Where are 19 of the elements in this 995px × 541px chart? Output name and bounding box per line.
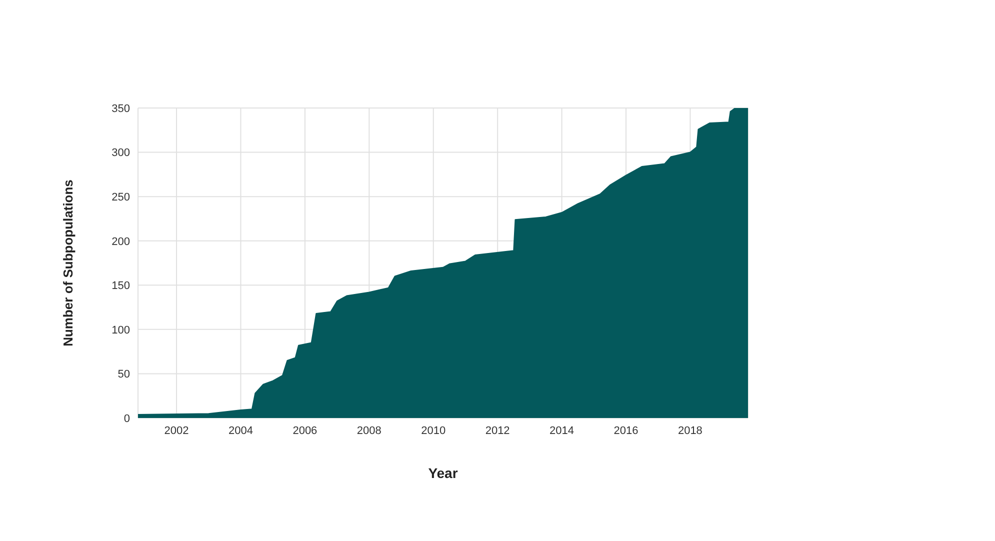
y-tick-label: 50	[118, 368, 130, 381]
y-tick-label: 350	[112, 102, 130, 115]
y-axis-title: Number of Subpopulations	[60, 180, 76, 346]
x-tick-label: 2006	[292, 424, 318, 437]
y-tick-label: 0	[124, 412, 130, 425]
y-tick-label: 200	[112, 236, 130, 248]
y-tick-label: 100	[112, 324, 130, 336]
x-tick-label: 2010	[421, 424, 446, 437]
x-tick-label: 2002	[164, 424, 189, 437]
y-tick-label: 150	[112, 280, 130, 292]
x-tick-label: 2012	[485, 424, 510, 437]
x-tick-label: 2004	[228, 424, 253, 437]
x-tick-label: 2018	[678, 424, 702, 437]
x-axis-title: Year	[428, 465, 458, 481]
x-tick-label: 2008	[356, 424, 382, 437]
x-tick-label: 2014	[550, 424, 574, 437]
y-tick-label: 250	[112, 191, 130, 204]
y-tick-label: 300	[112, 147, 130, 160]
x-tick-label: 2016	[614, 424, 638, 437]
